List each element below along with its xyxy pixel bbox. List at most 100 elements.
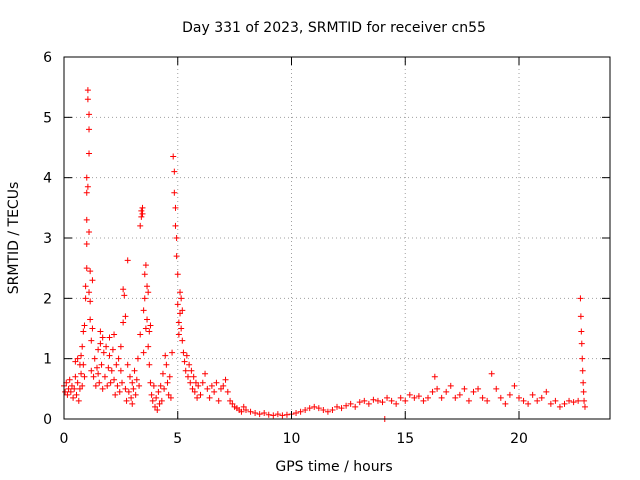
data-point xyxy=(156,400,163,407)
data-point xyxy=(148,391,155,398)
data-point xyxy=(222,376,229,383)
data-point xyxy=(78,352,85,359)
data-point xyxy=(120,319,127,326)
data-point xyxy=(172,222,179,229)
data-point xyxy=(208,382,215,389)
x-tick-label: 20 xyxy=(510,431,528,447)
data-point xyxy=(324,408,331,415)
data-point xyxy=(155,388,162,395)
data-point xyxy=(174,271,181,278)
data-point xyxy=(227,397,234,404)
data-point xyxy=(384,394,391,401)
data-point xyxy=(144,316,151,323)
data-point xyxy=(265,411,272,418)
data-point xyxy=(125,388,132,395)
y-tick-label: 3 xyxy=(43,231,52,247)
data-point xyxy=(86,289,93,296)
data-point xyxy=(279,412,286,419)
data-point xyxy=(65,385,72,392)
data-point xyxy=(95,370,102,377)
y-tick-label: 2 xyxy=(43,291,52,307)
data-point xyxy=(164,379,171,386)
data-point xyxy=(111,376,118,383)
data-point xyxy=(329,406,336,413)
data-point xyxy=(197,391,204,398)
data-point xyxy=(171,189,178,196)
data-point xyxy=(159,370,166,377)
data-point xyxy=(112,391,119,398)
data-point xyxy=(146,361,153,368)
data-point xyxy=(211,388,218,395)
data-point xyxy=(493,385,500,392)
data-point xyxy=(173,253,180,260)
data-point xyxy=(204,385,211,392)
data-point xyxy=(130,385,137,392)
data-point xyxy=(140,307,147,314)
data-point xyxy=(146,328,153,335)
data-point xyxy=(72,373,79,380)
data-point xyxy=(579,355,586,362)
y-tick-label: 5 xyxy=(43,110,52,126)
data-point xyxy=(283,411,290,418)
data-point xyxy=(139,204,146,211)
data-point xyxy=(406,391,413,398)
data-point xyxy=(83,189,90,196)
data-point xyxy=(84,183,91,190)
data-point xyxy=(215,397,222,404)
data-point xyxy=(169,349,176,356)
data-point xyxy=(76,385,83,392)
data-point xyxy=(173,235,180,241)
data-point xyxy=(192,379,199,386)
data-point xyxy=(243,406,249,413)
data-point xyxy=(87,316,94,323)
data-point xyxy=(238,408,245,415)
data-point xyxy=(137,331,144,338)
data-point xyxy=(113,361,120,368)
data-point xyxy=(70,394,77,401)
data-point xyxy=(178,325,185,332)
data-point xyxy=(297,408,304,415)
data-point xyxy=(82,283,89,290)
data-point xyxy=(82,295,89,302)
data-point xyxy=(108,367,115,374)
data-point xyxy=(434,385,441,392)
data-point xyxy=(80,361,87,368)
data-point xyxy=(188,367,195,374)
data-point xyxy=(429,388,436,395)
data-point xyxy=(124,257,131,264)
data-point xyxy=(213,379,220,386)
data-point xyxy=(97,328,104,335)
data-point xyxy=(81,373,88,380)
data-point xyxy=(502,400,509,407)
data-point xyxy=(107,379,114,386)
data-point xyxy=(114,382,121,389)
data-point xyxy=(79,382,86,389)
data-point xyxy=(402,397,409,404)
data-point xyxy=(581,403,588,410)
data-point xyxy=(140,349,147,356)
data-point xyxy=(186,361,193,368)
data-point xyxy=(120,286,127,293)
data-point xyxy=(189,385,196,392)
data-point xyxy=(534,397,541,404)
data-point xyxy=(177,289,184,296)
data-point xyxy=(229,400,236,407)
data-point xyxy=(511,382,518,389)
chart-title: Day 331 of 2023, SRMTID for receiver cn5… xyxy=(182,20,486,36)
data-point xyxy=(116,388,123,395)
data-point xyxy=(119,379,126,386)
x-tick-label: 5 xyxy=(173,431,182,447)
data-point xyxy=(84,96,91,103)
data-point xyxy=(66,376,73,383)
data-point xyxy=(88,337,95,344)
data-point xyxy=(581,397,588,404)
data-point xyxy=(566,397,573,404)
data-point xyxy=(163,361,170,368)
data-point xyxy=(150,382,157,389)
axis-ticks: 0 5 10 15 20 0 1 2 3 4 5 6 xyxy=(43,50,610,447)
data-point xyxy=(152,403,158,410)
data-point xyxy=(106,352,113,359)
data-point xyxy=(191,388,198,395)
data-point xyxy=(240,403,247,410)
